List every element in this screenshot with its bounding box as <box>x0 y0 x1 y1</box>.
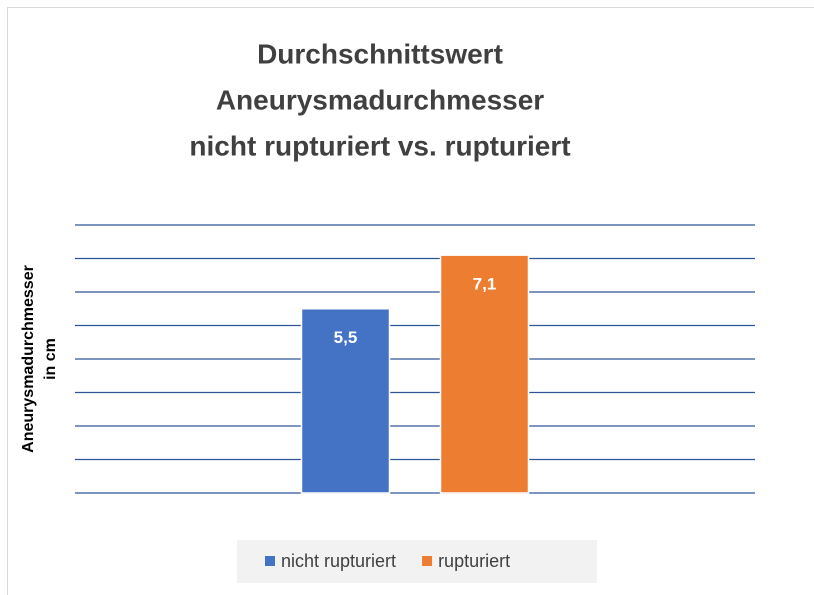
bar <box>300 308 391 494</box>
chart-title: nicht rupturiert vs. rupturiert <box>189 130 570 161</box>
y-axis-label: in cm <box>42 338 59 380</box>
y-axis-label: Aneurysmadurchmesser <box>20 265 37 453</box>
data-label: 7,1 <box>473 275 497 294</box>
chart-frame <box>7 7 814 595</box>
legend <box>237 540 597 583</box>
chart-title: Durchschnittswert <box>257 38 503 69</box>
legend-swatch <box>422 556 433 566</box>
bar <box>439 254 530 494</box>
data-label: 5,5 <box>334 328 358 347</box>
legend-swatch <box>265 556 275 566</box>
legend-label: nicht rupturiert <box>281 551 396 571</box>
legend-label: rupturiert <box>438 551 510 571</box>
chart-title: Aneurysmadurchmesser <box>216 84 544 115</box>
